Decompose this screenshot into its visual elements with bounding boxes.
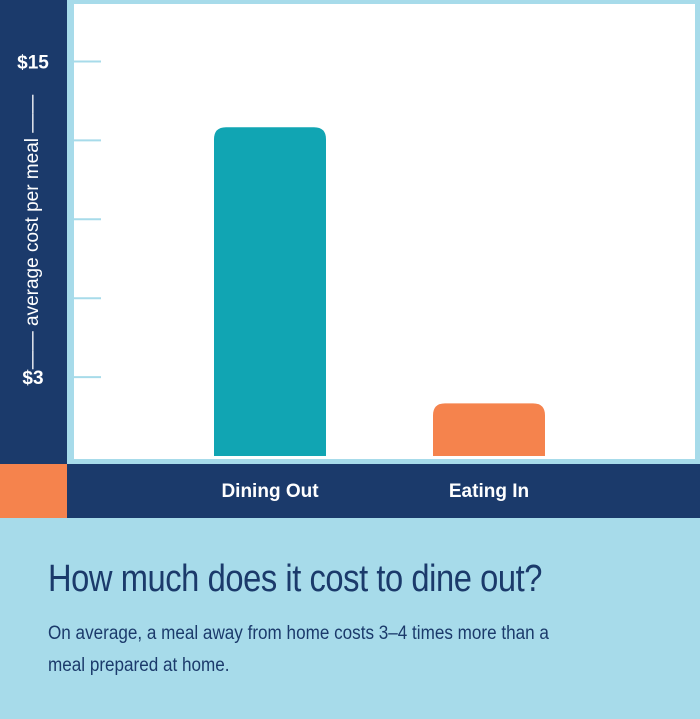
subtitle: On average, a meal away from home costs …	[48, 623, 549, 676]
bar-chart: $3 $15 Dining Out Eating In	[17, 53, 545, 502]
x-tick-label: Eating In	[449, 481, 529, 502]
plot-area	[67, 0, 700, 464]
orange-corner-block	[0, 464, 67, 518]
x-axis-panel	[67, 464, 700, 518]
y-axis-panel	[0, 0, 67, 464]
y-tick-label: $3	[22, 368, 43, 389]
bar	[433, 403, 545, 456]
y-tick-label: $15	[17, 53, 49, 74]
bar	[214, 127, 326, 456]
headline: How much does it cost to dine out?	[48, 558, 543, 600]
x-tick-label: Dining Out	[221, 481, 319, 502]
plot-background	[74, 4, 695, 459]
